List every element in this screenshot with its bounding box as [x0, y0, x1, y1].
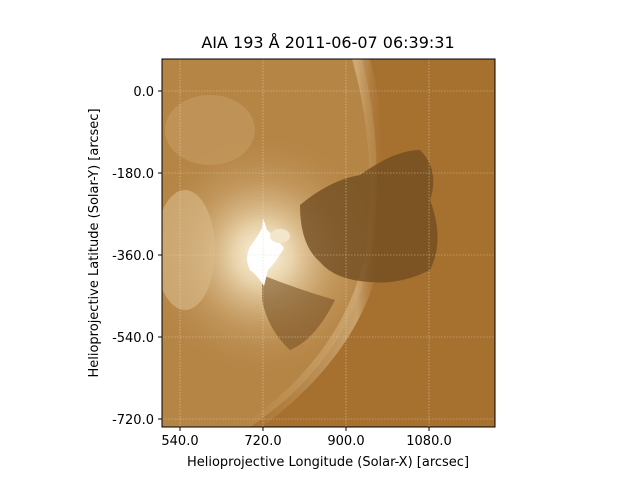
x-gridlines — [179, 59, 430, 427]
x-tick-label: 1080.0 — [406, 434, 452, 449]
flare-core — [247, 218, 284, 286]
y-gridlines — [162, 90, 495, 420]
chart-title: AIA 193 Å 2011-06-07 06:39:31 — [201, 33, 454, 52]
x-ticks — [179, 427, 430, 431]
y-ticks — [158, 90, 162, 420]
x-tick-label: 720.0 — [244, 434, 281, 449]
y-tick-label: -180.0 — [112, 167, 154, 182]
active-region-upper — [165, 95, 255, 165]
limb-brightening — [240, 59, 386, 427]
y-tick-label: -360.0 — [112, 249, 154, 264]
dark-ejecta — [300, 150, 438, 283]
x-axis-title: Helioprojective Longitude (Solar-X) [arc… — [187, 455, 469, 470]
y-axis-title: Helioprojective Latitude (Solar-Y) [arcs… — [87, 108, 102, 377]
solar-image — [162, 59, 495, 427]
y-tick-label: -720.0 — [112, 413, 154, 428]
flare-loop — [270, 229, 290, 243]
x-tick-label: 900.0 — [327, 434, 364, 449]
x-tick-label: 540.0 — [161, 434, 198, 449]
y-tick-label: 0.0 — [133, 85, 154, 100]
dark-ejecta-lower — [262, 275, 335, 350]
active-region-left — [162, 190, 215, 310]
plot-frame — [161, 58, 496, 428]
y-tick-label: -540.0 — [112, 331, 154, 346]
